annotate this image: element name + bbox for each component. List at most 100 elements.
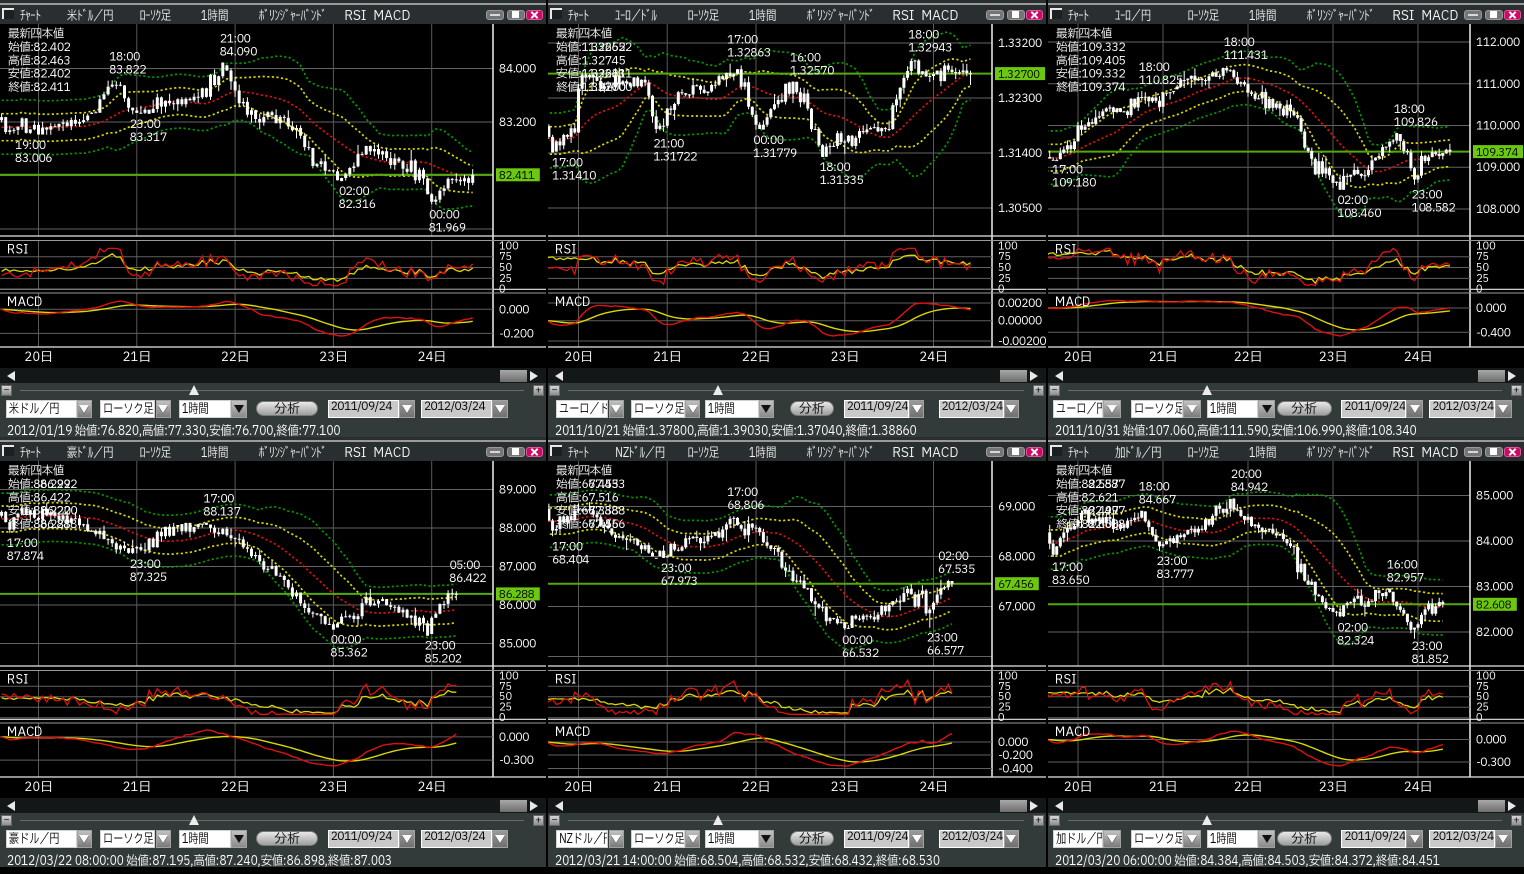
svg-text:18:00: 18:00 (820, 159, 851, 177)
svg-text:02:00: 02:00 (938, 548, 969, 566)
svg-text:111.000: 111.000 (1476, 77, 1520, 94)
svg-text:1.32700: 1.32700 (998, 66, 1040, 83)
svg-text:24日: 24日 (1404, 348, 1432, 367)
svg-text:108.000: 108.000 (1476, 202, 1520, 219)
svg-text:23:00: 23:00 (927, 630, 958, 648)
svg-text:81.969: 81.969 (429, 219, 466, 237)
svg-text:0: 0 (1476, 282, 1483, 298)
svg-text:50: 50 (998, 260, 1011, 276)
svg-text:-0.00200: -0.00200 (998, 334, 1046, 351)
svg-text:0.00200: 0.00200 (998, 296, 1042, 313)
svg-text:87.325: 87.325 (130, 569, 167, 587)
svg-text:50: 50 (1476, 260, 1489, 276)
svg-text:MACD: MACD (1055, 293, 1091, 312)
svg-text:82.587: 82.587 (1088, 476, 1125, 494)
svg-text:21:00: 21:00 (653, 135, 684, 153)
svg-text:始値:86.292: 始値:86.292 (8, 476, 71, 494)
svg-text:89.000: 89.000 (499, 483, 536, 500)
svg-text:21日: 21日 (653, 348, 681, 367)
svg-text:最新四本値: 最新四本値 (8, 26, 65, 44)
svg-text:111.431: 111.431 (1224, 47, 1269, 65)
svg-text:110.000: 110.000 (1476, 119, 1520, 136)
svg-text:終値:82.411: 終値:82.411 (8, 79, 71, 97)
svg-text:RSI: RSI (555, 241, 576, 260)
svg-text:-0.200: -0.200 (998, 748, 1033, 765)
svg-text:67.000: 67.000 (998, 600, 1035, 617)
svg-text:22日: 22日 (1234, 348, 1262, 367)
svg-text:最新四本値: 最新四本値 (8, 463, 65, 481)
svg-text:終値:82.608: 終値:82.608 (1056, 516, 1118, 534)
svg-text:24日: 24日 (1404, 778, 1432, 797)
svg-text:66.532: 66.532 (842, 645, 880, 663)
svg-text:68.000: 68.000 (998, 550, 1035, 567)
svg-text:108.460: 108.460 (1337, 205, 1381, 223)
svg-text:21日: 21日 (1149, 778, 1177, 797)
svg-text:0.000: 0.000 (499, 730, 529, 747)
svg-text:85.202: 85.202 (425, 651, 463, 669)
svg-text:最新四本値: 最新四本値 (556, 26, 613, 44)
svg-text:82.000: 82.000 (1476, 625, 1513, 642)
svg-text:75: 75 (1476, 679, 1489, 695)
svg-text:86.292: 86.292 (40, 476, 78, 494)
svg-text:RSI: RSI (7, 671, 28, 690)
svg-text:20日: 20日 (1064, 348, 1092, 367)
svg-text:02:00: 02:00 (339, 183, 370, 201)
svg-text:23:00: 23:00 (661, 560, 692, 578)
svg-text:83.317: 83.317 (130, 129, 167, 147)
svg-text:MACD: MACD (1055, 723, 1091, 742)
svg-text:84.090: 84.090 (220, 44, 257, 62)
svg-text:最新四本値: 最新四本値 (1056, 26, 1113, 44)
svg-text:17:00: 17:00 (727, 32, 758, 50)
svg-text:18:00: 18:00 (109, 48, 140, 66)
svg-text:0.000: 0.000 (1476, 301, 1506, 318)
svg-text:-0.400: -0.400 (1476, 325, 1511, 342)
svg-text:高値:86.422: 高値:86.422 (8, 489, 71, 507)
svg-text:0.000: 0.000 (1476, 733, 1506, 750)
svg-text:20日: 20日 (1064, 778, 1092, 797)
svg-text:67.456: 67.456 (588, 516, 625, 534)
svg-text:75: 75 (998, 249, 1011, 265)
svg-text:0: 0 (499, 710, 506, 726)
svg-text:17:00: 17:00 (7, 535, 38, 553)
svg-text:20:00: 20:00 (1231, 466, 1262, 484)
svg-text:109.180: 109.180 (1052, 175, 1096, 193)
svg-text:50: 50 (1476, 689, 1489, 705)
svg-text:23:00: 23:00 (1412, 187, 1443, 205)
svg-text:-0.300: -0.300 (499, 753, 534, 770)
svg-text:68.404: 68.404 (552, 551, 590, 569)
svg-text:75: 75 (499, 679, 512, 695)
svg-text:23:00: 23:00 (425, 638, 456, 656)
svg-text:終値:86.288: 終値:86.288 (8, 516, 70, 534)
svg-text:24日: 24日 (418, 348, 446, 367)
svg-text:始値:67.453: 始値:67.453 (556, 476, 618, 494)
svg-text:終値:1.32700: 終値:1.32700 (556, 79, 625, 97)
svg-text:109.374: 109.374 (1476, 144, 1518, 161)
svg-text:82.316: 82.316 (339, 196, 376, 214)
svg-text:86.220: 86.220 (40, 503, 77, 521)
svg-text:1.32631: 1.32631 (588, 66, 633, 84)
svg-text:00:00: 00:00 (330, 632, 361, 650)
svg-text:1.32300: 1.32300 (998, 91, 1042, 108)
svg-text:0.000: 0.000 (998, 735, 1028, 752)
svg-text:23日: 23日 (1319, 778, 1347, 797)
svg-text:0.000: 0.000 (499, 302, 529, 319)
svg-text:21:00: 21:00 (220, 31, 251, 49)
svg-text:05:00: 05:00 (449, 557, 480, 575)
svg-text:83.200: 83.200 (499, 115, 536, 132)
svg-text:RSI: RSI (555, 671, 576, 690)
svg-text:安値:109.332: 安値:109.332 (1056, 66, 1126, 84)
svg-text:18:00: 18:00 (1139, 59, 1170, 77)
svg-text:86.288: 86.288 (40, 516, 77, 534)
svg-text:高値:82.463: 高値:82.463 (8, 52, 70, 70)
svg-text:16:00: 16:00 (790, 50, 821, 68)
svg-text:終値:109.374: 終値:109.374 (1056, 79, 1126, 97)
svg-text:21日: 21日 (1149, 348, 1177, 367)
svg-text:84.000: 84.000 (499, 62, 536, 79)
svg-text:1.32570: 1.32570 (790, 63, 834, 81)
svg-text:25: 25 (1476, 700, 1489, 716)
svg-text:-0.400: -0.400 (998, 762, 1033, 779)
svg-text:23:00: 23:00 (130, 556, 161, 574)
svg-text:-0.300: -0.300 (1476, 755, 1511, 772)
svg-text:67.388: 67.388 (588, 503, 625, 521)
svg-text:82.411: 82.411 (499, 167, 535, 184)
